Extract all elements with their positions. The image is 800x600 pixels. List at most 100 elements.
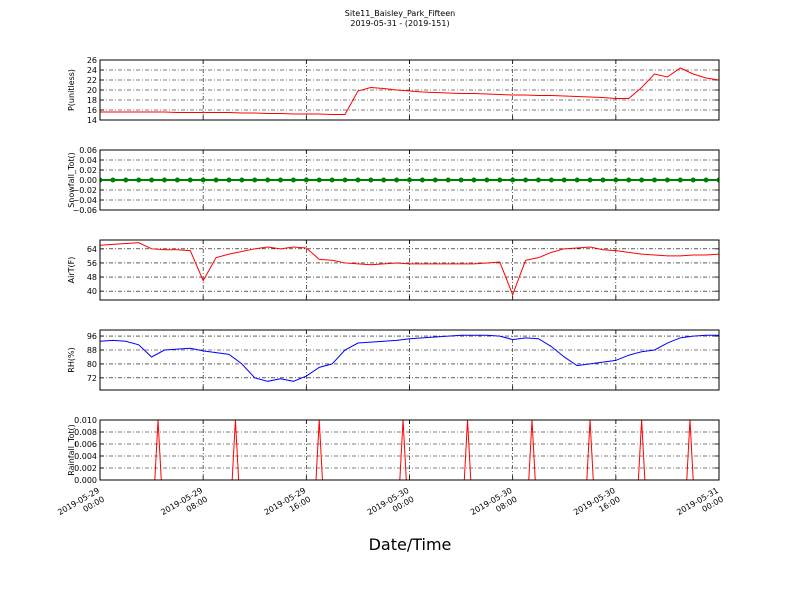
y-tick-label: 20 bbox=[87, 86, 97, 95]
x-tick-label: 2019-05-3100:00 bbox=[675, 486, 725, 526]
data-marker bbox=[123, 177, 129, 183]
x-tick-label: 2019-05-3016:00 bbox=[572, 486, 622, 526]
data-marker bbox=[355, 177, 361, 183]
y-tick-label: 0.010 bbox=[74, 416, 97, 425]
data-marker bbox=[639, 177, 645, 183]
data-marker bbox=[419, 177, 425, 183]
data-marker bbox=[252, 177, 258, 183]
data-marker bbox=[265, 177, 271, 183]
data-marker bbox=[600, 177, 606, 183]
data-marker bbox=[664, 177, 670, 183]
data-marker bbox=[574, 177, 580, 183]
data-line bbox=[100, 420, 719, 480]
x-tick-label: 2019-05-2900:00 bbox=[56, 486, 106, 526]
plot-area bbox=[100, 420, 719, 480]
y-tick-label: 72 bbox=[87, 374, 97, 383]
data-marker bbox=[690, 177, 696, 183]
y-tick-label: 64 bbox=[87, 245, 97, 254]
data-line bbox=[100, 67, 719, 115]
y-tick-label: −0.04 bbox=[72, 196, 97, 205]
data-marker bbox=[368, 177, 374, 183]
data-line bbox=[100, 242, 719, 297]
x-tick-label: 2019-05-3000:00 bbox=[366, 486, 416, 526]
data-marker bbox=[484, 177, 490, 183]
data-marker bbox=[100, 177, 103, 183]
y-axis-label: Rainfall_Tot() bbox=[67, 424, 76, 476]
y-tick-label: 0.04 bbox=[79, 156, 97, 165]
data-marker bbox=[239, 177, 245, 183]
y-tick-label: 0.002 bbox=[74, 464, 97, 473]
y-tick-label: 18 bbox=[87, 96, 97, 105]
y-tick-label: 48 bbox=[87, 273, 97, 282]
y-tick-label: 0.006 bbox=[74, 440, 97, 449]
subtitle: 2019-05-31 - (2019-151) bbox=[350, 19, 449, 28]
data-marker bbox=[548, 177, 554, 183]
data-marker bbox=[342, 177, 348, 183]
data-marker bbox=[187, 177, 193, 183]
data-marker bbox=[497, 177, 503, 183]
data-marker bbox=[458, 177, 464, 183]
data-marker bbox=[716, 177, 719, 183]
data-marker bbox=[535, 177, 541, 183]
axes-frame bbox=[99, 149, 720, 211]
y-tick-label: −0.02 bbox=[72, 186, 97, 195]
data-marker bbox=[303, 177, 309, 183]
y-axis-label: RH(%) bbox=[67, 347, 76, 372]
y-tick-label: 80 bbox=[87, 360, 97, 369]
x-tick-label: 2019-05-2916:00 bbox=[263, 486, 313, 526]
title: Site11_Baisley_Park_Fifteen bbox=[345, 9, 455, 18]
data-marker bbox=[278, 177, 284, 183]
data-marker bbox=[226, 177, 232, 183]
data-marker bbox=[626, 177, 632, 183]
y-tick-label: 22 bbox=[87, 76, 97, 85]
data-marker bbox=[471, 177, 477, 183]
y-tick-label: 0.004 bbox=[74, 452, 97, 461]
data-marker bbox=[407, 177, 412, 183]
axes-frame bbox=[99, 419, 720, 481]
data-marker bbox=[652, 177, 658, 183]
data-marker bbox=[316, 177, 322, 183]
axes-frame bbox=[99, 239, 720, 301]
y-tick-label: 40 bbox=[87, 287, 97, 296]
y-tick-label: 0.00 bbox=[79, 176, 97, 185]
y-axis-label: AirT(F) bbox=[67, 257, 76, 284]
data-marker bbox=[523, 177, 529, 183]
y-tick-label: 24 bbox=[87, 66, 97, 75]
x-tick-label: 2019-05-3008:00 bbox=[469, 486, 519, 526]
plot-area bbox=[100, 334, 719, 382]
y-axis-label: P(unitless) bbox=[67, 69, 76, 111]
plot-area bbox=[100, 177, 719, 183]
y-tick-label: 88 bbox=[87, 346, 97, 355]
x-axis-label: Date/Time bbox=[369, 535, 452, 554]
data-marker bbox=[381, 177, 387, 183]
data-marker bbox=[174, 177, 180, 183]
y-axis-label: Snowfall_Tot() bbox=[67, 152, 76, 208]
data-marker bbox=[329, 177, 335, 183]
y-tick-label: 26 bbox=[87, 56, 97, 65]
data-marker bbox=[213, 177, 219, 183]
y-tick-label: 56 bbox=[87, 259, 97, 268]
data-marker bbox=[510, 177, 516, 183]
data-marker bbox=[703, 177, 709, 183]
data-marker bbox=[290, 177, 296, 183]
axes-frame bbox=[99, 59, 720, 121]
data-marker bbox=[677, 177, 683, 183]
data-marker bbox=[394, 177, 400, 183]
y-tick-label: 96 bbox=[87, 332, 97, 341]
x-tick-label: 2019-05-2908:00 bbox=[159, 486, 209, 526]
data-marker bbox=[200, 177, 206, 183]
y-tick-label: −0.06 bbox=[72, 206, 97, 215]
plot-area bbox=[100, 67, 719, 115]
data-line bbox=[100, 334, 719, 382]
y-tick-label: 14 bbox=[87, 116, 97, 125]
y-tick-label: 0.06 bbox=[79, 146, 97, 155]
data-marker bbox=[561, 177, 567, 183]
y-tick-label: 16 bbox=[87, 106, 97, 115]
data-marker bbox=[432, 177, 438, 183]
y-tick-label: 0.02 bbox=[79, 166, 97, 175]
data-marker bbox=[613, 177, 619, 183]
y-tick-label: 0.000 bbox=[74, 476, 97, 485]
plot-area bbox=[100, 242, 719, 297]
data-marker bbox=[161, 177, 167, 183]
